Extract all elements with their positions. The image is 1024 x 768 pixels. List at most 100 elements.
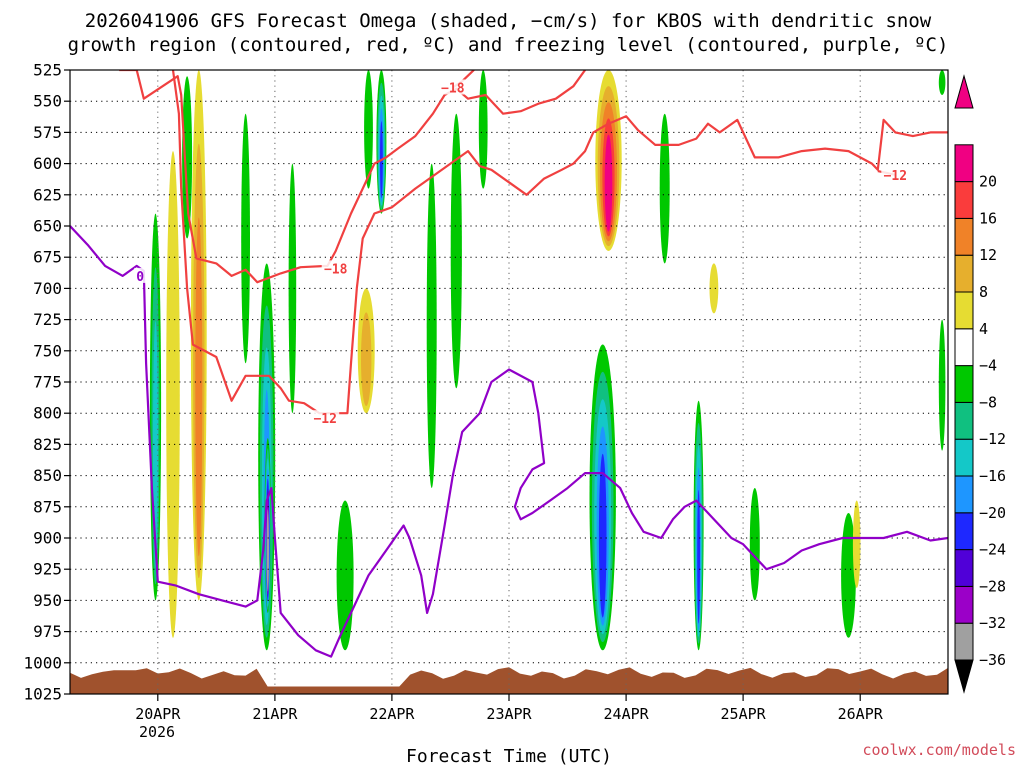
colorbar-swatch--12 [954,401,974,440]
colorbar-label--28: −28 [979,577,1006,595]
y-tick-label-825: 825 [33,435,62,454]
colorbar-high-arrow [954,74,974,109]
terrain-fill [70,667,948,694]
colorbar-swatch--24 [954,512,974,551]
omega-cell-19-0 [709,263,719,314]
colorbar-swatch-4 [954,291,974,330]
omega-cell-22-0 [852,500,861,588]
omega-cell-12-0 [426,163,437,489]
omega-cell-2-0 [182,76,193,239]
colorbar-label-4: 4 [979,320,988,338]
contour-label-bg--18 [321,260,350,276]
contour-label--12: −12 [313,412,336,427]
colorbar-label-20: 20 [979,173,997,191]
y-tick-label-1000: 1000 [23,653,62,672]
colorbar-swatch-8 [954,254,974,293]
contour-label-bg--12 [311,410,340,426]
y-tick-label-950: 950 [33,591,62,610]
y-tick-label-750: 750 [33,341,62,360]
x-tick-label-20APR: 20APR [135,705,181,723]
omega-cell-11-0 [364,70,373,189]
x-axis-label: Forecast Time (UTC) [406,746,612,767]
y-tick-label-575: 575 [33,123,62,142]
contour-label-bg--18b [438,79,467,95]
y-tick-label-775: 775 [33,373,62,392]
omega-cell-4-0 [241,113,251,364]
contour-0 [70,225,948,658]
x-tick-label-22APR: 22APR [369,705,415,723]
omega-cell-15-4 [604,134,613,232]
colorbar-swatch--28 [954,549,974,587]
contour-label-0: 0 [136,270,144,285]
colorbar-label-16: 16 [979,209,997,227]
colorbar-label-12: 12 [979,246,997,264]
omega-cell-18-4 [697,489,700,624]
x-axis: 20APR 21APR 22APR 23APR 24APR 25APR 26APR [135,694,884,723]
x-tick-label-24APR: 24APR [604,705,650,723]
y-tick-label-800: 800 [33,404,62,423]
y-tick-label-625: 625 [33,185,62,204]
chart-title-line-2: growth region (contoured, red, ºC) and f… [68,34,949,56]
colorbar-swatch-16 [954,181,974,219]
omega-cell-9-1 [361,312,372,407]
terrain-layer [70,667,948,694]
omega-cell-13-0 [450,113,462,389]
omega-cell-23-0 [938,319,946,451]
omega-cell-24-0 [938,70,946,95]
colorbar-swatch--32 [954,585,974,624]
y-tick-label-850: 850 [33,466,62,485]
contour-lines: −18 −18 −12 −12 0 [70,70,948,658]
colorbar-label--24: −24 [979,541,1006,559]
y-tick-label-900: 900 [33,529,62,548]
omega-cell-20-0 [749,488,760,601]
colorbar-swatch-20 [954,144,974,183]
y-tick-label-600: 600 [33,154,62,173]
omega-cell-14-0 [478,70,488,189]
y-tick-label-875: 875 [33,497,62,516]
colorbar-label-8: 8 [979,283,988,301]
omega-cell-3-2 [195,217,203,557]
y-tick-label-1025: 1025 [23,685,62,704]
omega-cell-6-7 [266,509,269,592]
colorbar-label--12: −12 [979,430,1006,448]
colorbar-swatch--20 [954,475,974,514]
colorbar-swatch--4 [954,328,974,367]
y-tick-label-550: 550 [33,92,62,111]
y-tick-label-725: 725 [33,310,62,329]
colorbar-label--36: −36 [979,651,1006,669]
y-axis: 525 550 575 600 625 650 675 700 725 750 775 800 825 8… [23,61,70,704]
y-tick-label-525: 525 [33,61,62,80]
x-tick-label-23APR: 23APR [486,705,532,723]
contour--18 [119,70,586,284]
credit-label[interactable]: coolwx.com/models [862,741,1016,759]
colorbar-swatch--16 [954,438,974,477]
colorbar-label--4: −4 [979,357,997,375]
grid-lines [70,70,948,694]
omega-cell-7-0 [288,163,297,414]
colorbar-legend: −36 −32 −28 −24 −20 −16 −12 −8 −4 4 8 12 16 20 [954,74,1006,694]
omega-cell-21-0 [841,513,856,638]
omega-cell-17-0 [659,113,670,264]
y-tick-label-675: 675 [33,248,62,267]
contour-label--12b: −12 [884,169,907,184]
contour-label--18: −18 [324,262,348,277]
colorbar-swatch--36 [954,622,974,661]
y-tick-label-650: 650 [33,217,62,236]
contour-label--18b: −18 [441,82,465,97]
y-tick-label-700: 700 [33,279,62,298]
x-tick-label-25APR: 25APR [721,705,767,723]
y-tick-label-975: 975 [33,622,62,641]
colorbar-label--8: −8 [979,393,997,411]
colorbar-low-arrow [954,659,974,694]
contour-label-bg--12b [881,166,910,182]
x-tick-label-26APR: 26APR [838,705,884,723]
x-axis-year-label: 2026 [139,723,175,741]
omega-cell-0-0 [166,151,180,638]
x-tick-label-21APR: 21APR [252,705,298,723]
colorbar-label--20: −20 [979,504,1006,522]
colorbar-label--32: −32 [979,614,1006,632]
omega-cell-16-4 [598,453,607,618]
colorbar-swatch-12 [954,217,974,256]
contour-label-bg-0 [134,267,147,283]
